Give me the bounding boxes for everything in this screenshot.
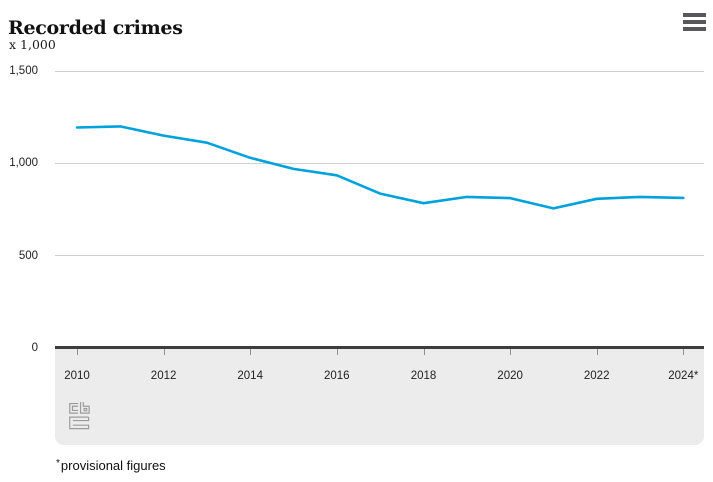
x-tick-label: 2012	[150, 370, 177, 382]
x-tick-mark	[510, 349, 512, 355]
x-axis-band	[55, 349, 704, 445]
x-tick-label: 2014	[237, 370, 263, 382]
footnote-asterisk: *	[56, 458, 60, 469]
y-gridline	[55, 162, 704, 164]
crime-line-series	[75, 125, 685, 210]
footnote-text: provisional figures	[60, 458, 166, 473]
x-tick-mark	[250, 349, 252, 355]
x-tick-label: 2010	[64, 370, 90, 382]
y-tick-label: 0	[31, 342, 38, 354]
y-gridline	[55, 70, 704, 72]
footnote: *provisional figures	[56, 458, 166, 473]
hamburger-menu-icon	[683, 20, 706, 24]
y-tick-label: 1,000	[9, 157, 38, 170]
y-tick-label: 500	[18, 249, 38, 262]
x-tick-mark	[683, 349, 685, 355]
x-tick-mark	[596, 349, 598, 355]
cbs-logo-icon	[69, 402, 90, 430]
x-tick-label: 2018	[410, 370, 437, 382]
x-tick-label: 2016	[324, 370, 350, 382]
y-gridline	[55, 255, 704, 257]
hamburger-menu-icon	[683, 27, 706, 31]
page-title: Recorded crimes	[8, 16, 183, 39]
hamburger-menu-icon	[683, 13, 706, 17]
x-tick-label: 2024*	[668, 370, 699, 382]
x-tick-mark	[77, 349, 78, 355]
x-tick-label: 2022	[583, 370, 610, 382]
x-tick-mark	[423, 349, 425, 355]
chart-menu-button[interactable]	[683, 13, 706, 31]
x-tick-label: 2020	[497, 370, 523, 382]
y-tick-label: 1,500	[9, 65, 38, 77]
x-axis-baseline	[55, 346, 704, 349]
x-tick-mark	[163, 349, 165, 355]
y-axis-unit-label: x 1,000	[9, 37, 56, 52]
x-tick-mark	[336, 349, 338, 355]
